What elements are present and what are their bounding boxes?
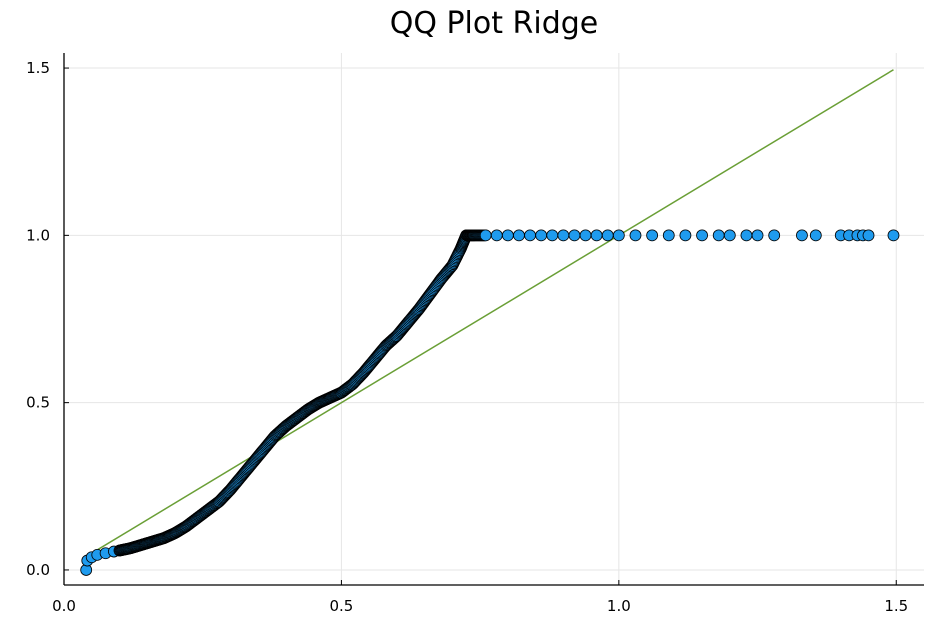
scatter-points-group — [80, 229, 900, 576]
scatter-point — [740, 229, 753, 242]
scatter-point — [646, 229, 659, 242]
scatter-point — [579, 229, 592, 242]
y-tick-label: 0.0 — [26, 561, 50, 579]
x-tick-label: 1.0 — [607, 597, 631, 615]
scatter-point — [662, 229, 675, 242]
y-ticks: 0.0 0.5 1.0 1.5 — [26, 59, 69, 579]
axes — [63, 53, 924, 586]
reference-line-group — [85, 69, 894, 558]
scatter-point — [809, 229, 822, 242]
scatter-point — [490, 229, 503, 242]
scatter-point — [796, 229, 808, 242]
scatter-point — [601, 229, 614, 242]
reference-line — [85, 69, 894, 558]
scatter-point — [629, 229, 642, 242]
scatter-point — [712, 229, 725, 242]
scatter-point — [696, 229, 708, 242]
scatter-point — [723, 229, 736, 242]
scatter-point — [546, 229, 559, 242]
y-tick-label: 1.0 — [26, 226, 50, 244]
scatter-point — [887, 229, 900, 242]
scatter-point — [557, 229, 570, 242]
y-tick-label: 0.5 — [26, 394, 50, 412]
grid — [63, 53, 924, 585]
scatter-point — [768, 229, 781, 242]
chart-title: QQ Plot Ridge — [390, 6, 599, 41]
scatter-point — [590, 229, 603, 242]
scatter-point — [479, 229, 492, 242]
x-ticks: 0.0 0.5 1.0 1.5 — [52, 580, 908, 615]
scatter-point — [535, 229, 548, 242]
scatter-point — [612, 229, 625, 242]
scatter-point — [862, 229, 875, 242]
x-tick-label: 0.0 — [52, 597, 76, 615]
scatter-point — [524, 229, 536, 242]
scatter-point — [501, 229, 514, 242]
y-tick-label: 1.5 — [26, 59, 50, 77]
x-tick-label: 1.5 — [884, 597, 908, 615]
x-tick-label: 0.5 — [329, 597, 353, 615]
scatter-point — [751, 229, 764, 242]
scatter-point — [568, 229, 581, 242]
scatter-point — [513, 229, 525, 242]
scatter-point — [679, 229, 692, 242]
